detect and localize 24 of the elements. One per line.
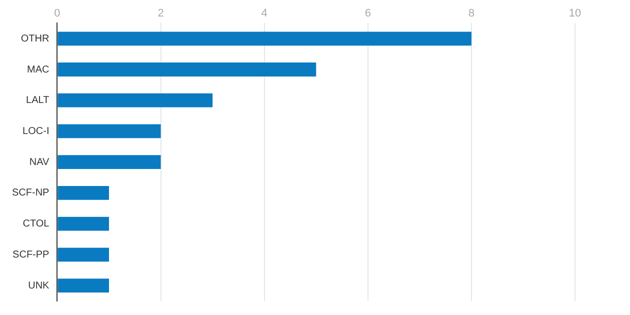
- x-tick-label: 6: [364, 8, 371, 20]
- bar: [58, 93, 213, 108]
- bar: [58, 248, 109, 262]
- x-tick-label: 8: [468, 8, 475, 20]
- y-tick-label: LALT: [26, 95, 50, 106]
- bar: [58, 186, 109, 200]
- bar: [58, 62, 316, 76]
- y-tick-label: LOC-I: [22, 126, 50, 137]
- bar: [58, 216, 109, 231]
- y-tick-label: NAV: [29, 156, 50, 168]
- bar: [58, 124, 161, 138]
- x-tick-label: 10: [568, 8, 582, 20]
- y-tick-label: SCF-NP: [12, 188, 50, 199]
- y-tick-label: OTHR: [20, 33, 50, 44]
- y-tick-label: CTOL: [22, 218, 50, 230]
- x-tick-label: 0: [54, 8, 60, 20]
- x-tick-label: 4: [261, 8, 268, 20]
- y-tick-label: MAC: [26, 64, 50, 76]
- bar: [58, 32, 472, 46]
- bar: [58, 155, 161, 170]
- y-tick-label: SCF-PP: [12, 249, 50, 260]
- y-tick-label: UNK: [28, 280, 50, 292]
- bar: [58, 278, 109, 293]
- x-tick-label: 2: [158, 8, 164, 20]
